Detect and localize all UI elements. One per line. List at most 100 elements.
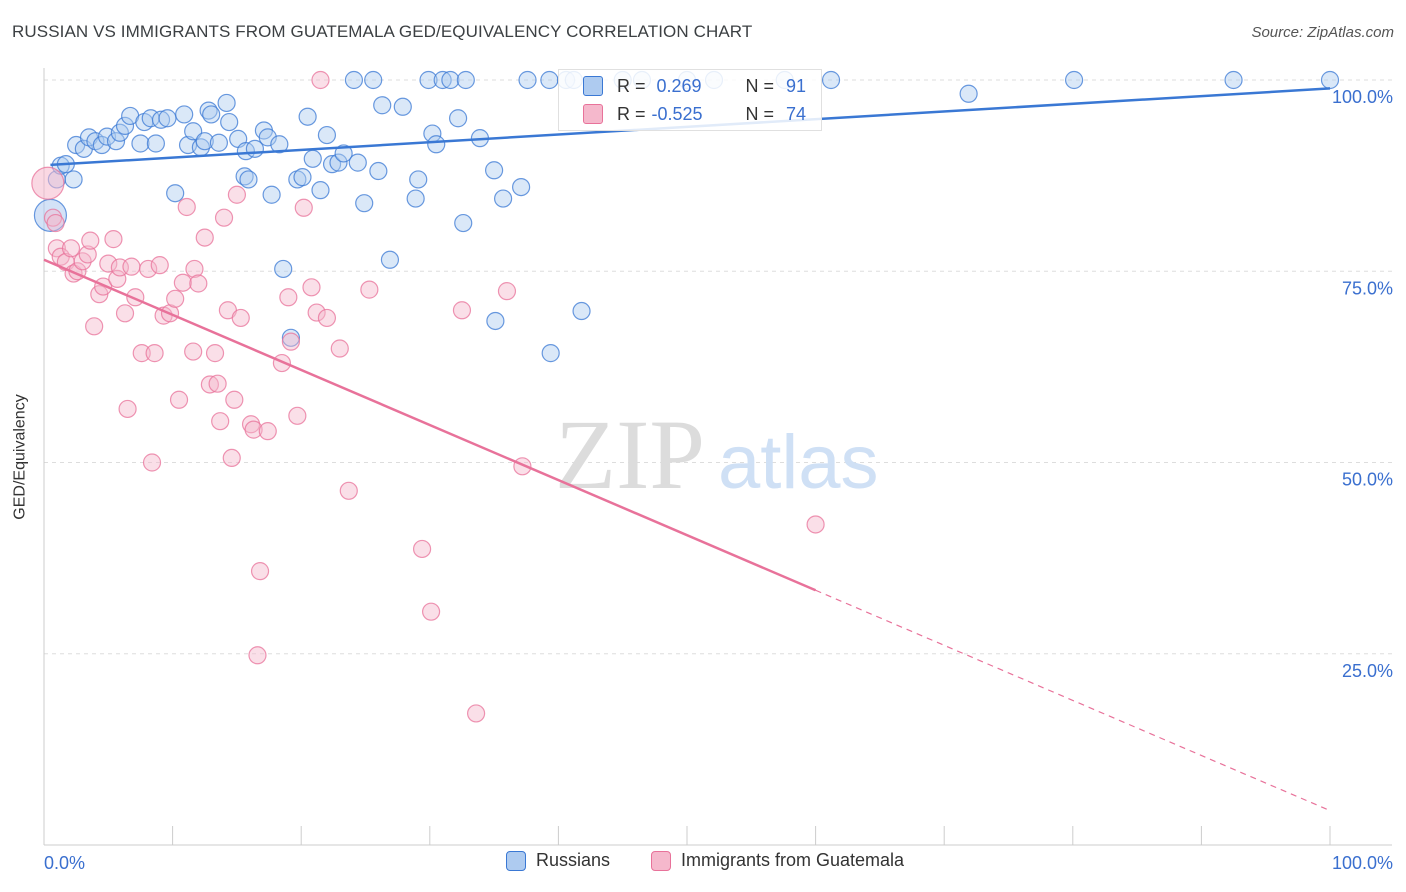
point-russians [441,70,460,90]
point-guatemala [195,228,214,247]
point-russians [494,189,513,208]
stats-row-russians: R = 0.269 N = 91 [559,72,806,100]
point-guatemala [214,208,234,227]
point-guatemala [222,448,241,468]
legend: Russians Immigrants from Guatemala [0,850,1406,880]
y-tick-label: 50.0% [1342,470,1393,490]
point-russians [262,185,281,204]
point-russians [209,133,228,152]
point-russians [317,125,337,145]
point-russians [202,105,221,124]
point-guatemala [104,230,123,249]
point-guatemala [200,375,219,394]
watermark-zip: ZIP [555,399,705,510]
point-russians [239,170,258,189]
point-russians [409,170,428,189]
point-russians [298,107,317,126]
point-russians [281,328,301,347]
point-guatemala [250,562,270,581]
point-russians [344,70,364,90]
point-russians [1064,70,1084,90]
point-guatemala [288,406,307,425]
point-guatemala [61,239,81,258]
point-russians [184,122,203,141]
axes [43,68,1392,846]
point-russians [572,301,591,321]
point-russians [485,161,504,180]
point-russians [406,189,425,208]
point-russians [486,311,505,331]
russians-swatch [583,76,603,96]
point-russians [393,97,412,116]
point-russians [195,132,214,151]
point-guatemala [227,185,246,204]
y-tick-label: 100.0% [1332,87,1393,107]
trend-line-guatemala-extension [815,589,1331,812]
point-russians [274,259,293,279]
point-guatemala [244,420,263,439]
point-guatemala [258,422,277,441]
point-guatemala [108,269,127,288]
point-guatemala [231,308,250,328]
point-guatemala [150,256,169,275]
point-russians [959,84,978,103]
point-russians [217,93,236,113]
source-label: Source: ZipAtlas.com [1251,24,1394,41]
point-guatemala [248,646,267,665]
point-guatemala [184,342,203,361]
point-guatemala [360,280,379,299]
stats-row-guatemala: R = -0.525 N = 74 [559,100,806,128]
grid-lines [44,79,1392,655]
point-russians [1224,70,1243,90]
point-russians [293,168,312,187]
point-russians [419,70,438,90]
point-russians [456,70,475,90]
point-russians [106,132,126,151]
data-points [31,70,1340,723]
point-guatemala [497,282,517,301]
point-russians [369,161,388,181]
point-guatemala [211,412,230,431]
watermark-atlas: atlas [718,420,879,505]
russians-n-value: 91 [786,75,807,96]
point-guatemala [189,274,208,293]
point-russians [151,110,171,129]
point-guatemala [185,259,204,279]
guatemala-n-value: 74 [786,103,807,124]
watermark: ZIP atlas [555,399,879,510]
stats-box: R = 0.269 N = 91 R = -0.525 N = 74 [558,69,822,131]
y-axis-title: GED/Equivalency [11,394,29,520]
point-guatemala [279,288,298,307]
point-guatemala [47,239,66,258]
point-guatemala [225,390,244,409]
guatemala-r-value: -0.525 [651,103,703,124]
point-guatemala [145,344,164,363]
point-russians [380,250,400,269]
point-russians [364,70,383,90]
point-russians [220,112,239,132]
point-guatemala [46,213,65,233]
russians-n-label: N = [745,75,775,96]
y-tick-labels: 100.0% 75.0% 50.0% 25.0% [1332,87,1393,681]
point-guatemala [85,317,104,336]
point-guatemala [412,539,432,559]
x-tick-label: 0.0% [44,853,85,873]
point-russians [518,70,537,90]
point-russians [175,105,194,124]
point-guatemala [166,289,185,308]
point-russians [1320,70,1340,90]
point-guatemala [307,303,326,322]
point-guatemala [452,301,472,320]
point-russians [158,109,177,128]
point-guatemala [139,259,158,279]
y-tick-label: 25.0% [1342,661,1393,681]
point-russians [311,181,330,200]
point-russians [348,153,367,172]
legend-item-guatemala: Immigrants from Guatemala [651,850,904,871]
point-russians [433,70,452,90]
point-guatemala [118,399,137,419]
guatemala-r-label: R = [617,103,646,124]
point-guatemala [466,704,486,723]
point-guatemala [122,257,141,276]
